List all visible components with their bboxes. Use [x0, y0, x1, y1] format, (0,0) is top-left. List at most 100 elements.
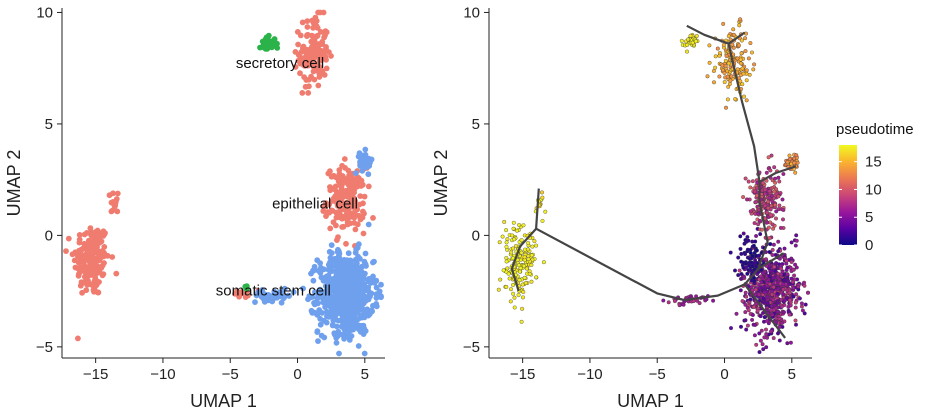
- cell-point: [368, 290, 375, 297]
- cell-point: [771, 285, 776, 290]
- cell-point: [672, 299, 677, 304]
- cell-point: [764, 332, 769, 337]
- cell-point: [378, 281, 384, 288]
- cell-point: [252, 299, 258, 305]
- cell-point: [744, 327, 749, 332]
- cell-point: [766, 206, 771, 211]
- cell-point: [524, 266, 529, 271]
- cell-point: [739, 38, 744, 43]
- cell-point: [281, 285, 288, 292]
- cell-point: [785, 288, 790, 293]
- cell-point: [315, 300, 321, 307]
- cell-point: [96, 269, 103, 276]
- cell-point: [744, 78, 749, 83]
- cell-point: [370, 215, 376, 221]
- cell-point: [780, 197, 785, 202]
- cell-point: [525, 247, 530, 252]
- cell-point: [770, 312, 775, 317]
- cell-point: [338, 266, 345, 273]
- cell-point: [508, 299, 513, 304]
- cell-point: [775, 291, 780, 296]
- cell-point: [773, 176, 777, 181]
- cell-point: [101, 244, 108, 250]
- cell-point: [772, 165, 777, 170]
- cell-point: [521, 295, 525, 300]
- cell-point: [762, 290, 767, 295]
- cell-point: [319, 310, 325, 316]
- right-pseudotime-panel: −15 −10 −5 0 5 −5 0 5 10 UMAP 1 UMAP 2: [431, 4, 812, 411]
- cell-point: [730, 42, 735, 47]
- cell-point: [789, 260, 794, 264]
- cell-point: [343, 240, 349, 247]
- cell-point: [770, 247, 775, 252]
- pseudotime-legend: pseudotime 0 5 10 15: [836, 121, 914, 254]
- cell-point: [768, 242, 773, 247]
- cell-point: [323, 200, 329, 207]
- cell-point: [728, 250, 733, 255]
- right-y-tick-label: 5: [472, 116, 480, 133]
- cell-point: [666, 300, 671, 305]
- cell-point: [739, 61, 744, 66]
- cell-point: [740, 66, 745, 71]
- cell-point: [109, 254, 116, 260]
- cell-point: [793, 318, 798, 323]
- cell-point: [796, 284, 801, 289]
- cell-point: [84, 281, 91, 288]
- cell-point: [778, 225, 783, 230]
- cell-point: [529, 279, 534, 284]
- cell-point: [326, 248, 333, 255]
- right-x-tick-label: −5: [649, 366, 666, 383]
- cell-point: [327, 254, 334, 261]
- cell-point: [792, 160, 797, 165]
- cell-point: [96, 248, 103, 255]
- cell-point: [350, 291, 357, 298]
- cell-point: [771, 297, 776, 302]
- cell-point: [773, 202, 778, 207]
- cell-point: [797, 296, 802, 301]
- cell-point: [101, 260, 107, 266]
- cell-point: [738, 79, 743, 84]
- cell-point: [735, 67, 740, 72]
- cell-point: [790, 280, 795, 284]
- cell-point: [760, 342, 765, 347]
- cell-point: [781, 287, 786, 292]
- cell-point: [333, 174, 339, 181]
- cell-point: [354, 316, 361, 323]
- cell-point: [502, 219, 507, 224]
- cell-point: [262, 292, 269, 299]
- cell-point: [365, 171, 372, 178]
- legend-tick-label: 15: [865, 154, 882, 171]
- cell-point: [261, 297, 268, 304]
- right-y-tick-label: 0: [472, 227, 480, 244]
- cell-point: [750, 179, 755, 184]
- cell-point: [794, 238, 799, 243]
- cell-point: [86, 258, 93, 265]
- cell-point: [304, 24, 311, 30]
- cell-point: [745, 235, 750, 239]
- cell-point: [763, 191, 768, 196]
- cell-point: [742, 241, 747, 246]
- cell-point: [330, 317, 337, 324]
- cell-point: [731, 32, 736, 37]
- cell-point: [370, 259, 376, 266]
- cell-point: [365, 278, 372, 285]
- cell-point: [722, 80, 727, 85]
- cell-point: [292, 49, 299, 55]
- cell-point: [772, 303, 777, 308]
- right-x-tick-label: −15: [510, 366, 535, 383]
- cell-point: [335, 300, 342, 306]
- cell-point: [765, 220, 770, 225]
- cell-point: [335, 246, 341, 253]
- cell-point: [327, 225, 334, 232]
- cell-point: [789, 276, 794, 281]
- trajectory-graph: [510, 24, 797, 339]
- cell-point: [776, 301, 781, 305]
- right-points: [496, 17, 810, 355]
- cell-point: [277, 289, 283, 295]
- cell-point: [344, 176, 351, 183]
- cell-point: [707, 60, 712, 65]
- cell-point: [78, 246, 85, 253]
- cell-point: [352, 210, 358, 217]
- cell-point: [526, 241, 531, 245]
- cell-point: [793, 170, 798, 175]
